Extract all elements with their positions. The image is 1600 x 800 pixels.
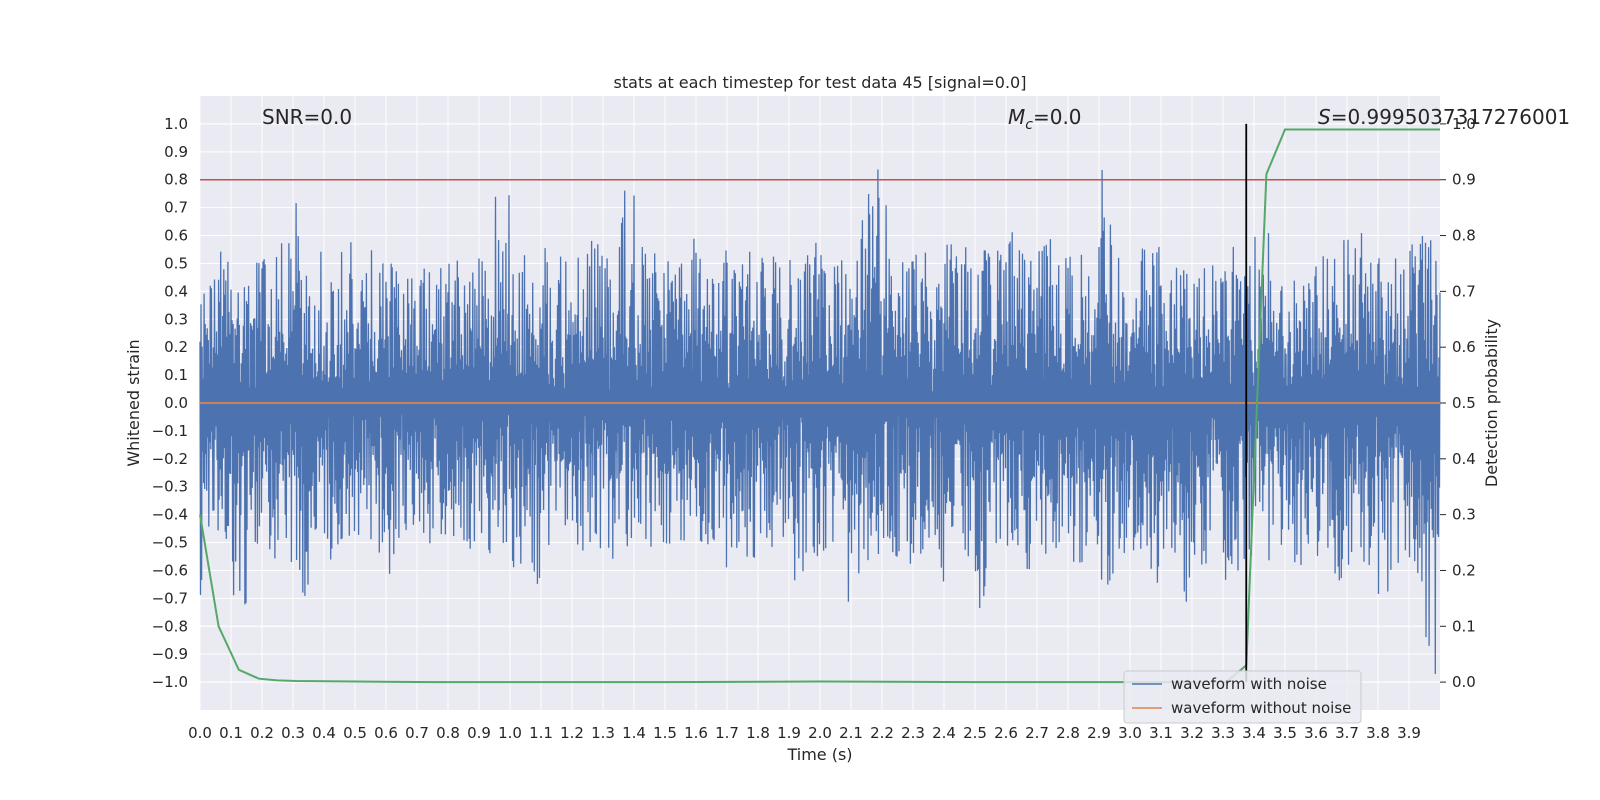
y-tick-label: 1.0 bbox=[164, 115, 188, 133]
y2-tick-label: 0.9 bbox=[1452, 171, 1476, 189]
y2-axis-ticks: 1.0 0.9 0.8 0.7 0.6 0.5 0.4 0.3 0.2 0.1 0.0 bbox=[1440, 115, 1476, 691]
y2-tick-label: 1.0 bbox=[1452, 115, 1476, 133]
y2-axis-label: Detection probability bbox=[1482, 319, 1501, 487]
x-tick-label: 3.2 bbox=[1180, 724, 1204, 742]
x-tick-label: 2.2 bbox=[870, 724, 894, 742]
x-tick-label: 1.1 bbox=[529, 724, 553, 742]
x-tick-label: 2.1 bbox=[839, 724, 863, 742]
x-tick-label: 3.7 bbox=[1335, 724, 1359, 742]
x-tick-label: 1.8 bbox=[746, 724, 770, 742]
y-tick-label: 0.0 bbox=[164, 394, 188, 412]
y-tick-label: 0.9 bbox=[164, 143, 188, 161]
series-lines bbox=[199, 123, 1440, 684]
mc-value: =0.0 bbox=[1033, 105, 1082, 129]
x-tick-label: 0.2 bbox=[250, 724, 274, 742]
y2-tick-label: 0.8 bbox=[1452, 227, 1476, 245]
detection-probability-line bbox=[199, 128, 1440, 684]
s-symbol: S bbox=[1318, 105, 1331, 129]
x-tick-label: 3.0 bbox=[1118, 724, 1142, 742]
y-tick-label: −0.4 bbox=[152, 506, 188, 524]
y-tick-label: 0.2 bbox=[164, 338, 188, 356]
y-tick-label: 0.8 bbox=[164, 171, 188, 189]
x-tick-label: 0.8 bbox=[436, 724, 460, 742]
mc-symbol: M bbox=[1008, 105, 1025, 129]
y-tick-label: −0.3 bbox=[152, 478, 188, 496]
x-tick-label: 3.5 bbox=[1273, 724, 1297, 742]
x-tick-label: 1.7 bbox=[715, 724, 739, 742]
x-tick-label: 2.6 bbox=[994, 724, 1018, 742]
y-tick-label: −0.1 bbox=[152, 422, 188, 440]
y2-tick-label: 0.5 bbox=[1452, 394, 1476, 412]
x-tick-label: 1.5 bbox=[653, 724, 677, 742]
x-tick-label: 3.9 bbox=[1397, 724, 1421, 742]
noise-waveform bbox=[199, 169, 1441, 675]
y2-tick-label: 0.1 bbox=[1452, 617, 1476, 635]
x-tick-label: 1.3 bbox=[591, 724, 615, 742]
y-tick-label: −0.6 bbox=[152, 561, 188, 579]
y-axis-label: Whitened strain bbox=[124, 339, 143, 466]
y2-tick-label: 0.0 bbox=[1452, 673, 1476, 691]
x-tick-label: 3.6 bbox=[1304, 724, 1328, 742]
x-axis-ticks: 0.0 0.1 0.2 0.3 0.4 0.5 0.6 0.7 0.8 0.9 1.0 1.1 1.2 1… bbox=[188, 724, 1421, 742]
x-tick-label: 0.4 bbox=[312, 724, 336, 742]
y-tick-label: 0.3 bbox=[164, 310, 188, 328]
x-tick-label: 3.1 bbox=[1149, 724, 1173, 742]
x-tick-label: 2.9 bbox=[1087, 724, 1111, 742]
y-tick-label: 0.1 bbox=[164, 366, 188, 384]
x-tick-label: 0.6 bbox=[374, 724, 398, 742]
x-tick-label: 0.0 bbox=[188, 724, 212, 742]
y-tick-label: 0.6 bbox=[164, 227, 188, 245]
noise-waveform-line bbox=[199, 169, 1441, 675]
x-tick-label: 2.7 bbox=[1025, 724, 1049, 742]
x-tick-label: 3.3 bbox=[1211, 724, 1235, 742]
legend: waveform with noise waveform without noi… bbox=[1123, 670, 1362, 724]
x-tick-label: 2.0 bbox=[808, 724, 832, 742]
x-tick-label: 0.5 bbox=[343, 724, 367, 742]
y-tick-label: 0.4 bbox=[164, 282, 188, 300]
x-tick-label: 3.8 bbox=[1366, 724, 1390, 742]
y2-tick-label: 0.7 bbox=[1452, 282, 1476, 300]
mc-subscript: c bbox=[1025, 117, 1033, 133]
chart-title: stats at each timestep for test data 45 … bbox=[614, 73, 1027, 92]
x-tick-label: 2.5 bbox=[963, 724, 987, 742]
y-tick-label: 0.7 bbox=[164, 199, 188, 217]
y-tick-label: −0.2 bbox=[152, 450, 188, 468]
x-axis-label: Time (s) bbox=[786, 745, 852, 764]
x-tick-label: 1.0 bbox=[498, 724, 522, 742]
y-tick-label: −0.5 bbox=[152, 534, 188, 552]
legend-label-noise: waveform with noise bbox=[1171, 675, 1327, 693]
y-tick-label: 0.5 bbox=[164, 254, 188, 272]
x-tick-label: 1.4 bbox=[622, 724, 646, 742]
legend-label-clean: waveform without noise bbox=[1171, 699, 1351, 717]
x-tick-label: 1.9 bbox=[777, 724, 801, 742]
s-value: =0.9995037317276001 bbox=[1331, 105, 1570, 129]
chirp-mass-annotation: Mc=0.0 bbox=[1008, 105, 1082, 133]
x-tick-label: 1.6 bbox=[684, 724, 708, 742]
y-tick-label: −0.8 bbox=[152, 617, 188, 635]
y2-tick-label: 0.2 bbox=[1452, 561, 1476, 579]
y2-tick-label: 0.4 bbox=[1452, 450, 1476, 468]
score-annotation: S=0.9995037317276001 bbox=[1318, 105, 1570, 129]
x-tick-label: 0.1 bbox=[219, 724, 243, 742]
x-tick-label: 3.4 bbox=[1242, 724, 1266, 742]
y-axis-ticks: 1.0 0.9 0.8 0.7 0.6 0.5 0.4 0.3 0.2 0.1 0.0 −0.1 −0.… bbox=[152, 115, 188, 691]
y2-tick-label: 0.6 bbox=[1452, 338, 1476, 356]
x-tick-label: 0.9 bbox=[467, 724, 491, 742]
x-tick-label: 0.3 bbox=[281, 724, 305, 742]
y-tick-label: −0.9 bbox=[152, 645, 188, 663]
x-tick-label: 2.8 bbox=[1056, 724, 1080, 742]
y-tick-label: −1.0 bbox=[152, 673, 188, 691]
x-tick-label: 0.7 bbox=[405, 724, 429, 742]
legend-box bbox=[1123, 670, 1362, 724]
y2-tick-label: 0.3 bbox=[1452, 506, 1476, 524]
snr-annotation: SNR=0.0 bbox=[262, 105, 352, 129]
x-tick-label: 2.3 bbox=[901, 724, 925, 742]
x-tick-label: 1.2 bbox=[560, 724, 584, 742]
x-tick-label: 2.4 bbox=[932, 724, 956, 742]
y-tick-label: −0.7 bbox=[152, 589, 188, 607]
